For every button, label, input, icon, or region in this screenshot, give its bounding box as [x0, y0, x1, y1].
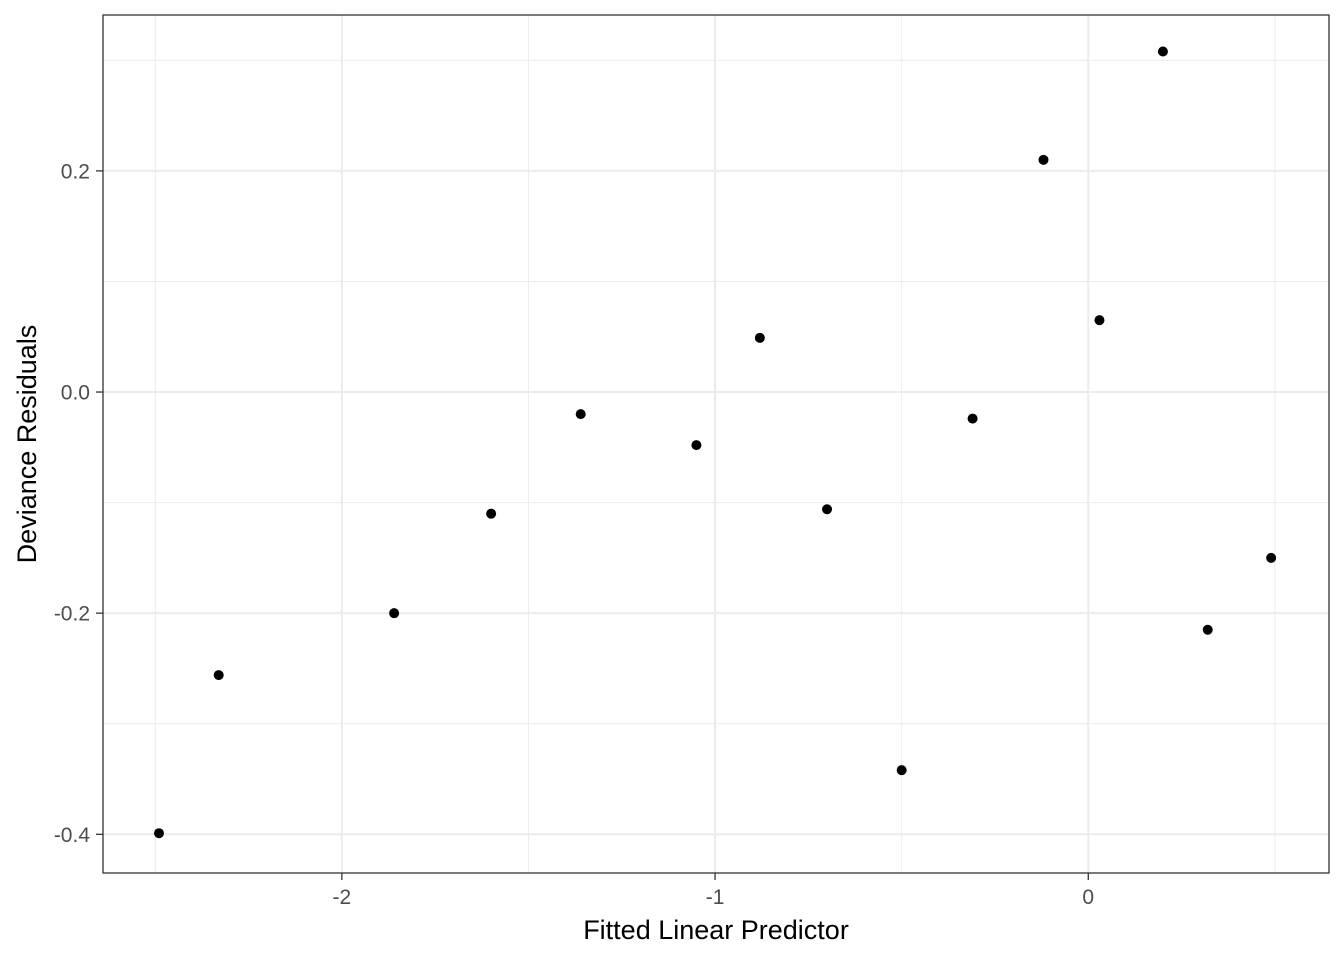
data-point-14: [1266, 552, 1277, 563]
data-point-0: [153, 828, 164, 839]
data-point-8: [896, 765, 907, 776]
data-point-9: [967, 413, 978, 424]
data-point-13: [1202, 624, 1213, 635]
x-tick-label-2: 0: [1082, 886, 1094, 909]
y-tick-label-0: -0.4: [54, 824, 91, 847]
data-point-12: [1157, 46, 1168, 57]
data-point-10: [1038, 154, 1049, 165]
data-point-11: [1094, 315, 1105, 326]
y-tick-label-2: 0.0: [61, 382, 90, 405]
y-tick-label-3: 0.2: [61, 160, 90, 183]
data-point-1: [213, 670, 224, 681]
x-axis-title: Fitted Linear Predictor: [583, 915, 849, 945]
grid-major: [103, 15, 1329, 873]
data-point-5: [691, 440, 702, 451]
data-point-4: [575, 409, 586, 420]
y-tick-label-1: -0.2: [54, 603, 90, 626]
data-point-2: [389, 608, 400, 619]
data-point-7: [822, 504, 833, 515]
x-tick-label-1: -1: [706, 886, 725, 909]
x-tick-label-0: -2: [333, 886, 352, 909]
y-axis-title: Deviance Residuals: [12, 325, 42, 564]
points-layer: [153, 46, 1277, 839]
data-point-6: [754, 332, 765, 343]
panel-border: [102, 14, 1330, 874]
data-point-3: [486, 508, 497, 519]
y-axis: -0.4 -0.2 0.0 0.2: [54, 160, 103, 847]
x-axis: -2 -1 0: [333, 873, 1094, 909]
